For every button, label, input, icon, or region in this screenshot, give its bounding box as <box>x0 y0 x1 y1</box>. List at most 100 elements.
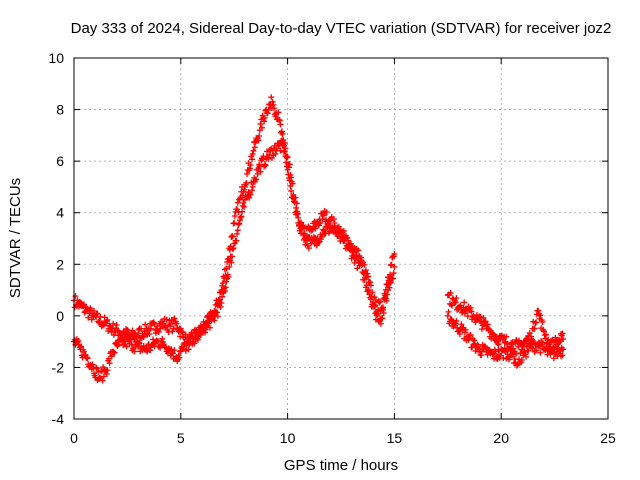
data-point <box>371 303 378 310</box>
data-point <box>238 213 245 220</box>
data-point <box>225 273 232 280</box>
data-point <box>189 339 196 346</box>
data-point <box>345 240 352 247</box>
data-point <box>318 233 325 240</box>
data-point <box>472 347 479 354</box>
data-point <box>214 313 221 320</box>
data-point <box>332 224 339 231</box>
data-point <box>250 147 257 154</box>
data-point <box>503 346 510 353</box>
data-point <box>386 284 393 291</box>
data-point <box>103 371 110 378</box>
data-point <box>510 351 517 358</box>
data-point <box>518 357 525 364</box>
data-point <box>542 335 549 342</box>
data-point <box>89 361 96 368</box>
data-point <box>338 230 345 237</box>
data-point <box>222 284 229 291</box>
data-point <box>355 247 362 254</box>
data-point <box>286 161 293 168</box>
data-point <box>298 225 305 232</box>
data-point <box>513 350 520 357</box>
data-point <box>452 299 459 306</box>
data-point <box>380 307 387 314</box>
data-point <box>229 253 236 260</box>
data-point <box>500 354 507 361</box>
data-point <box>80 348 87 355</box>
data-point <box>211 317 218 324</box>
y-tick-label: 6 <box>56 153 64 169</box>
data-point <box>179 329 186 336</box>
data-point <box>293 204 300 211</box>
data-point <box>508 344 515 351</box>
data-point <box>167 321 174 328</box>
data-point <box>355 254 362 261</box>
data-point <box>223 278 230 285</box>
data-point <box>334 233 341 240</box>
data-point <box>382 294 389 301</box>
data-point <box>387 280 394 287</box>
data-point <box>472 319 479 326</box>
data-point <box>271 105 278 112</box>
data-point <box>170 325 177 332</box>
data-point <box>146 330 153 337</box>
data-point <box>283 154 290 161</box>
data-point <box>241 186 248 193</box>
y-axis-ticks: -4 -2 0 2 4 6 8 10 <box>48 50 608 427</box>
data-point <box>503 333 510 340</box>
data-point <box>489 351 496 358</box>
data-point <box>458 321 465 328</box>
data-point <box>241 203 248 210</box>
data-point <box>453 317 460 324</box>
data-point <box>531 325 538 332</box>
data-point <box>471 337 478 344</box>
data-point <box>372 296 379 303</box>
x-tick-label: 0 <box>70 430 78 446</box>
data-point <box>533 347 540 354</box>
data-point <box>330 215 337 222</box>
data-point <box>479 322 486 329</box>
x-tick-label: 5 <box>177 430 185 446</box>
data-point <box>523 353 530 360</box>
data-point <box>130 345 137 352</box>
data-point <box>279 130 286 137</box>
data-point <box>383 297 390 304</box>
data-point <box>197 331 204 338</box>
data-point <box>239 208 246 215</box>
data-point <box>229 246 236 253</box>
data-point <box>275 109 282 116</box>
data-point <box>234 230 241 237</box>
data-point <box>113 321 120 328</box>
data-point <box>294 210 301 217</box>
data-point <box>284 153 291 160</box>
data-point <box>288 174 295 181</box>
data-point <box>135 339 142 346</box>
data-point <box>482 318 489 325</box>
data-point <box>391 250 398 257</box>
data-point <box>480 314 487 321</box>
data-point <box>323 209 330 216</box>
y-tick-label: 4 <box>56 205 64 221</box>
data-point <box>277 147 284 154</box>
data-point <box>495 341 502 348</box>
data-point <box>217 303 224 310</box>
data-point <box>478 352 485 359</box>
data-point <box>249 187 255 194</box>
data-point <box>268 155 275 162</box>
data-point <box>278 129 285 136</box>
data-point <box>360 269 367 276</box>
data-point <box>520 343 527 350</box>
x-axis-ticks: 0 5 10 15 20 25 <box>70 58 616 446</box>
data-point <box>157 325 164 332</box>
data-point <box>277 121 284 128</box>
data-point <box>176 354 183 361</box>
data-point <box>528 333 535 340</box>
data-point <box>104 316 111 323</box>
data-point <box>147 347 154 354</box>
data-point <box>282 145 289 152</box>
data-point <box>246 165 253 172</box>
data-point <box>72 293 79 300</box>
data-point <box>537 312 544 319</box>
data-point <box>375 310 382 317</box>
data-point <box>456 330 463 337</box>
